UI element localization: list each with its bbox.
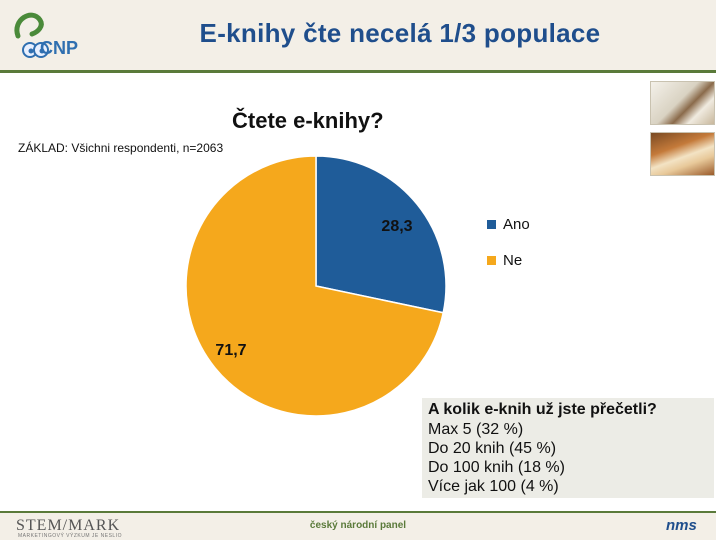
stemmark-logo: STEM/MARK	[16, 517, 121, 534]
chart-legend: Ano Ne	[487, 215, 530, 287]
legend-item-ano: Ano	[487, 215, 530, 233]
info-line: Více jak 100 (4 %)	[428, 478, 559, 495]
info-box: A kolik e-knih už jste přečetli? Max 5 (…	[422, 398, 714, 498]
info-line: Do 20 knih (45 %)	[428, 440, 557, 457]
footer-divider	[0, 511, 716, 513]
header-divider	[0, 70, 716, 73]
legend-item-ne: Ne	[487, 251, 530, 269]
info-line: Max 5 (32 %)	[428, 421, 524, 438]
cnp-logo	[10, 6, 84, 66]
legend-label-ne: Ne	[503, 251, 523, 269]
logo-text: CNP	[40, 38, 79, 58]
info-heading: A kolik e-knih už jste přečetli?	[428, 401, 657, 418]
legend-swatch-ne	[487, 255, 496, 265]
header-band	[0, 0, 716, 70]
info-line: Do 100 knih (18 %)	[428, 459, 565, 476]
open-book-photo	[650, 132, 715, 176]
stemmark-tagline: MARKETINGOVÝ VÝZKUM JE NESLIO	[18, 533, 122, 539]
nms-logo: nms	[666, 517, 697, 534]
footer-text: český národní panel	[309, 520, 407, 531]
footer-band	[0, 513, 716, 540]
base-note: ZÁKLAD: Všichni respondenti, n=2063	[18, 141, 224, 155]
ebook-reader-photo	[650, 81, 715, 125]
pie-slice-ne	[185, 155, 445, 417]
chart-title: Čtete e-knihy?	[232, 108, 384, 133]
data-label-ne: 71,7	[215, 342, 246, 359]
data-label-ano: 28,3	[381, 218, 412, 235]
page-title: E-knihy čte necelá 1/3 populace	[199, 18, 601, 48]
cnp-logo-icon	[14, 12, 49, 58]
legend-swatch-ano	[487, 219, 496, 229]
legend-label-ano: Ano	[503, 215, 530, 233]
pie-slice-ano	[315, 155, 447, 314]
